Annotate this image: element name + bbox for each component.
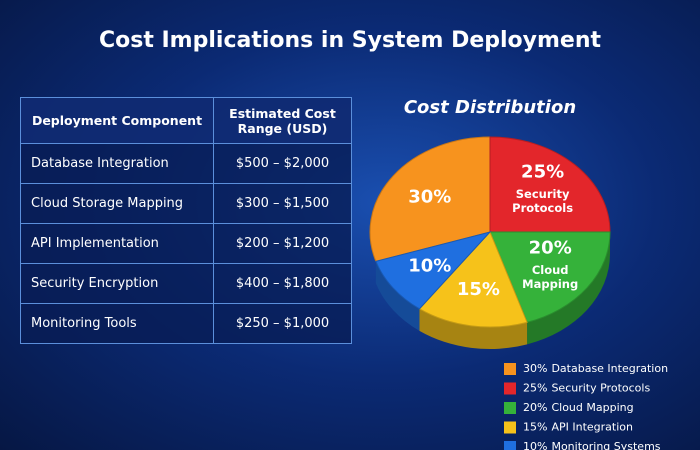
legend-label: 30% Database Integration [523,362,668,375]
pie-slice [418,231,528,328]
table-row: Monitoring Tools $250 – $1,000 [20,303,352,344]
slice-side [375,261,420,331]
slice-name-label: Mapping [522,277,578,291]
legend-name: Cloud Mapping [551,401,633,414]
slice-value-label: 20% [529,238,572,259]
legend-label: 20% Cloud Mapping [523,401,634,414]
legend-name: API Integration [551,421,633,434]
legend-value: 20% [523,401,547,414]
legend-swatch [504,441,516,450]
chart-title: Cost Distribution [404,97,576,118]
legend-value: 15% [523,421,547,434]
legend-label: 25% Security Protocols [523,382,650,395]
table-header: Deployment Component Estimated Cost Range… [20,97,352,144]
legend-swatch [504,402,516,414]
table-cell: $300 – $1,500 [213,183,352,224]
legend-swatch [504,363,516,375]
table-cell: $500 – $2,000 [213,143,352,184]
legend-name: Security Protocols [551,382,650,395]
legend-label: 15% API Integration [523,421,633,434]
slice-name-label: Security [516,187,570,201]
legend-label: 10% Monitoring Systems [523,440,661,450]
table-cell: Monitoring Tools [20,303,214,344]
page-title: Cost Implications in System Deployment [98,28,602,53]
slice-side [419,308,528,349]
table-row: Security Encryption $400 – $1,800 [20,263,352,304]
slice-name-label: Protocols [512,201,573,215]
slice-side [527,232,610,345]
table-cell: Cloud Storage Mapping [20,183,214,224]
legend-swatch [504,421,516,434]
legend-swatch [504,382,516,395]
legend-value: 10% [523,440,547,450]
slice-value-label: 25% [521,161,564,182]
legend-value: 30% [523,362,547,375]
column-header: Deployment Component [20,97,214,144]
cost-table: Deployment Component Estimated Cost Range… [20,97,352,344]
pie-slice [375,231,492,310]
table-cell: $200 – $1,200 [213,223,352,264]
table-row: Cloud Storage Mapping $300 – $1,500 [20,183,352,224]
legend-name: Database Integration [551,362,668,375]
table-cell: Database Integration [20,143,214,184]
table-body: Database Integration $500 – $2,000 Cloud S… [20,143,352,344]
table-row: Database Integration $500 – $2,000 [20,143,352,184]
pie-slice [369,136,491,262]
table-cell: Security Encryption [20,263,214,304]
slice-value-label: 10% [408,256,451,277]
table-cell: $400 – $1,800 [213,263,352,304]
legend-value: 25% [523,382,547,395]
slice-value-label: 30% [408,186,451,207]
slice-name-label: Cloud [532,263,569,277]
column-header: Estimated Cost Range (USD) [213,97,352,144]
pie-slice [489,231,611,323]
slice-value-label: 15% [457,279,500,300]
table-cell: $250 – $1,000 [213,303,352,344]
pie-slice [489,136,611,233]
legend-name: Monitoring Systems [551,440,660,450]
